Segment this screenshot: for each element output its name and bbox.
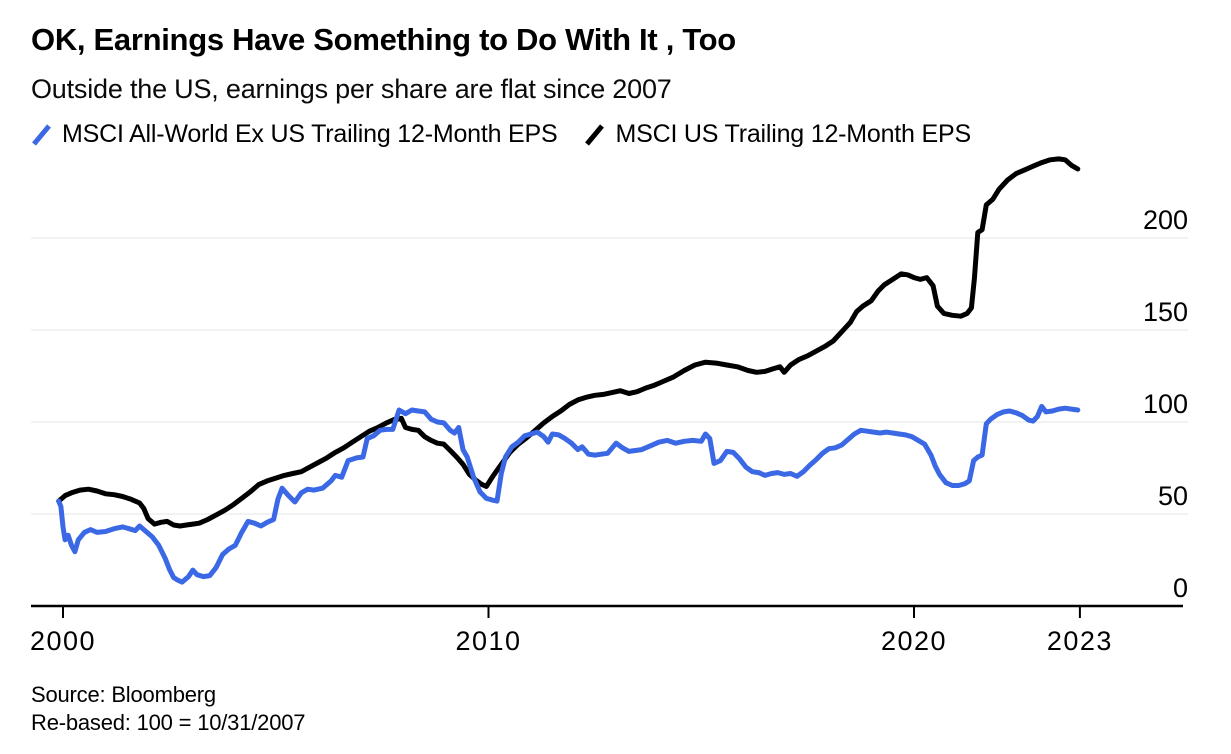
series-line-ex-us — [56, 403, 1081, 585]
x-axis-label: 2020 — [881, 626, 947, 656]
legend-label-us: MSCI US Trailing 12-Month EPS — [615, 120, 971, 148]
y-axis-label: 200 — [1143, 205, 1188, 235]
y-axis-label: 150 — [1143, 297, 1188, 327]
y-axis-label: 50 — [1158, 481, 1188, 511]
legend-label-ex-us: MSCI All-World Ex US Trailing 12-Month E… — [62, 120, 558, 148]
blue-line-swatch-icon — [32, 123, 51, 146]
y-axis-label: 100 — [1143, 389, 1188, 419]
series-line-us — [56, 156, 1081, 529]
rebase-note: Re-based: 100 = 10/31/2007 — [31, 710, 306, 735]
black-line-swatch-icon — [585, 123, 605, 146]
chart-footer: Source: Bloomberg Re-based: 100 = 10/31/… — [31, 681, 306, 737]
legend-item-ex-us: MSCI All-World Ex US Trailing 12-Month E… — [31, 120, 558, 149]
chart-subtitle: Outside the US, earnings per share are f… — [31, 74, 672, 104]
y-axis-label: 0 — [1173, 573, 1188, 603]
x-axis-label: 2010 — [455, 626, 521, 656]
x-axis-label: 2000 — [30, 626, 96, 656]
source-note: Source: Bloomberg — [31, 682, 216, 707]
legend-item-us: MSCI US Trailing 12-Month EPS — [584, 120, 971, 149]
legend: MSCI All-World Ex US Trailing 12-Month E… — [31, 120, 971, 149]
x-axis-label: 2023 — [1047, 626, 1113, 656]
chart-title: OK, Earnings Have Something to Do With I… — [31, 22, 736, 57]
